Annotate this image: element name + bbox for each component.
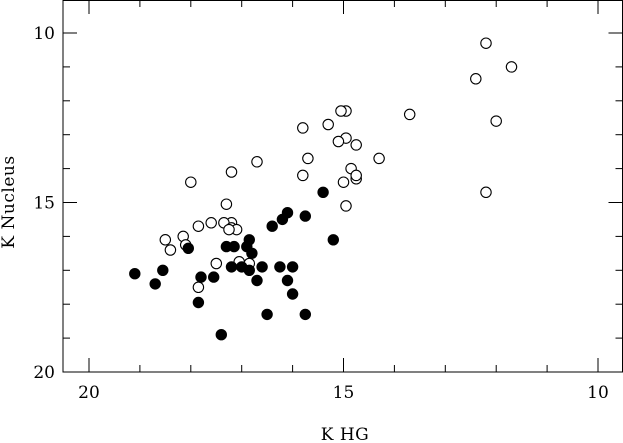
open-data-point <box>335 105 347 117</box>
open-data-point <box>350 139 362 151</box>
open-data-point <box>480 186 492 199</box>
filled-data-point <box>182 242 195 255</box>
x-tick-label: 20 <box>78 383 100 403</box>
filled-data-point <box>251 274 263 287</box>
filled-data-point <box>317 186 329 199</box>
y-tick-label: 10 <box>33 24 55 44</box>
open-data-point <box>205 217 217 229</box>
filled-data-point <box>129 268 141 280</box>
filled-data-point <box>243 264 256 276</box>
filled-data-point <box>149 278 161 290</box>
open-data-point <box>223 223 235 236</box>
x-axis-label: K HG <box>321 425 370 443</box>
filled-data-point <box>299 210 311 222</box>
open-data-point <box>373 152 385 165</box>
open-data-point <box>185 176 197 188</box>
open-data-point <box>322 118 334 131</box>
open-data-point <box>332 135 345 148</box>
open-data-point <box>350 169 362 182</box>
open-data-point <box>192 281 205 294</box>
filled-data-point <box>228 240 240 253</box>
open-data-point <box>192 220 205 232</box>
open-data-point <box>297 169 309 182</box>
open-data-point <box>297 122 309 134</box>
filled-data-point <box>192 296 205 309</box>
open-data-point <box>225 166 238 178</box>
x-tick-label: 10 <box>587 383 609 403</box>
y-tick-label: 20 <box>33 363 55 383</box>
y-axis-label: K Nucleus <box>0 155 19 248</box>
open-data-point <box>337 176 350 188</box>
filled-data-point <box>266 220 278 232</box>
filled-data-point <box>215 329 228 341</box>
filled-data-point <box>195 271 207 283</box>
data-points <box>129 37 518 341</box>
open-data-point <box>470 73 482 85</box>
open-data-point <box>480 37 492 49</box>
filled-data-point <box>327 234 339 246</box>
open-data-point <box>159 234 172 246</box>
filled-data-point <box>274 261 286 273</box>
open-data-point <box>490 115 502 127</box>
x-tick-label: 15 <box>333 383 355 403</box>
open-data-point <box>403 108 416 121</box>
filled-data-point <box>208 271 220 283</box>
open-data-point <box>302 152 314 165</box>
open-data-point <box>164 244 177 256</box>
filled-data-point <box>286 288 299 300</box>
open-data-point <box>505 61 518 73</box>
filled-data-point <box>225 261 238 273</box>
filled-data-point <box>299 308 311 321</box>
filled-data-point <box>246 247 258 260</box>
open-data-point <box>340 200 352 212</box>
filled-data-point <box>276 213 289 226</box>
filled-data-point <box>286 261 299 273</box>
filled-data-point <box>157 264 169 276</box>
filled-data-point <box>256 261 268 273</box>
y-tick-label: 15 <box>33 194 55 214</box>
axes: 20 15 10 10 15 20 <box>33 0 623 403</box>
open-data-point <box>251 156 263 168</box>
open-data-point <box>220 198 233 210</box>
filled-data-point <box>261 308 273 321</box>
open-data-point <box>210 257 223 270</box>
filled-data-point <box>281 274 294 287</box>
